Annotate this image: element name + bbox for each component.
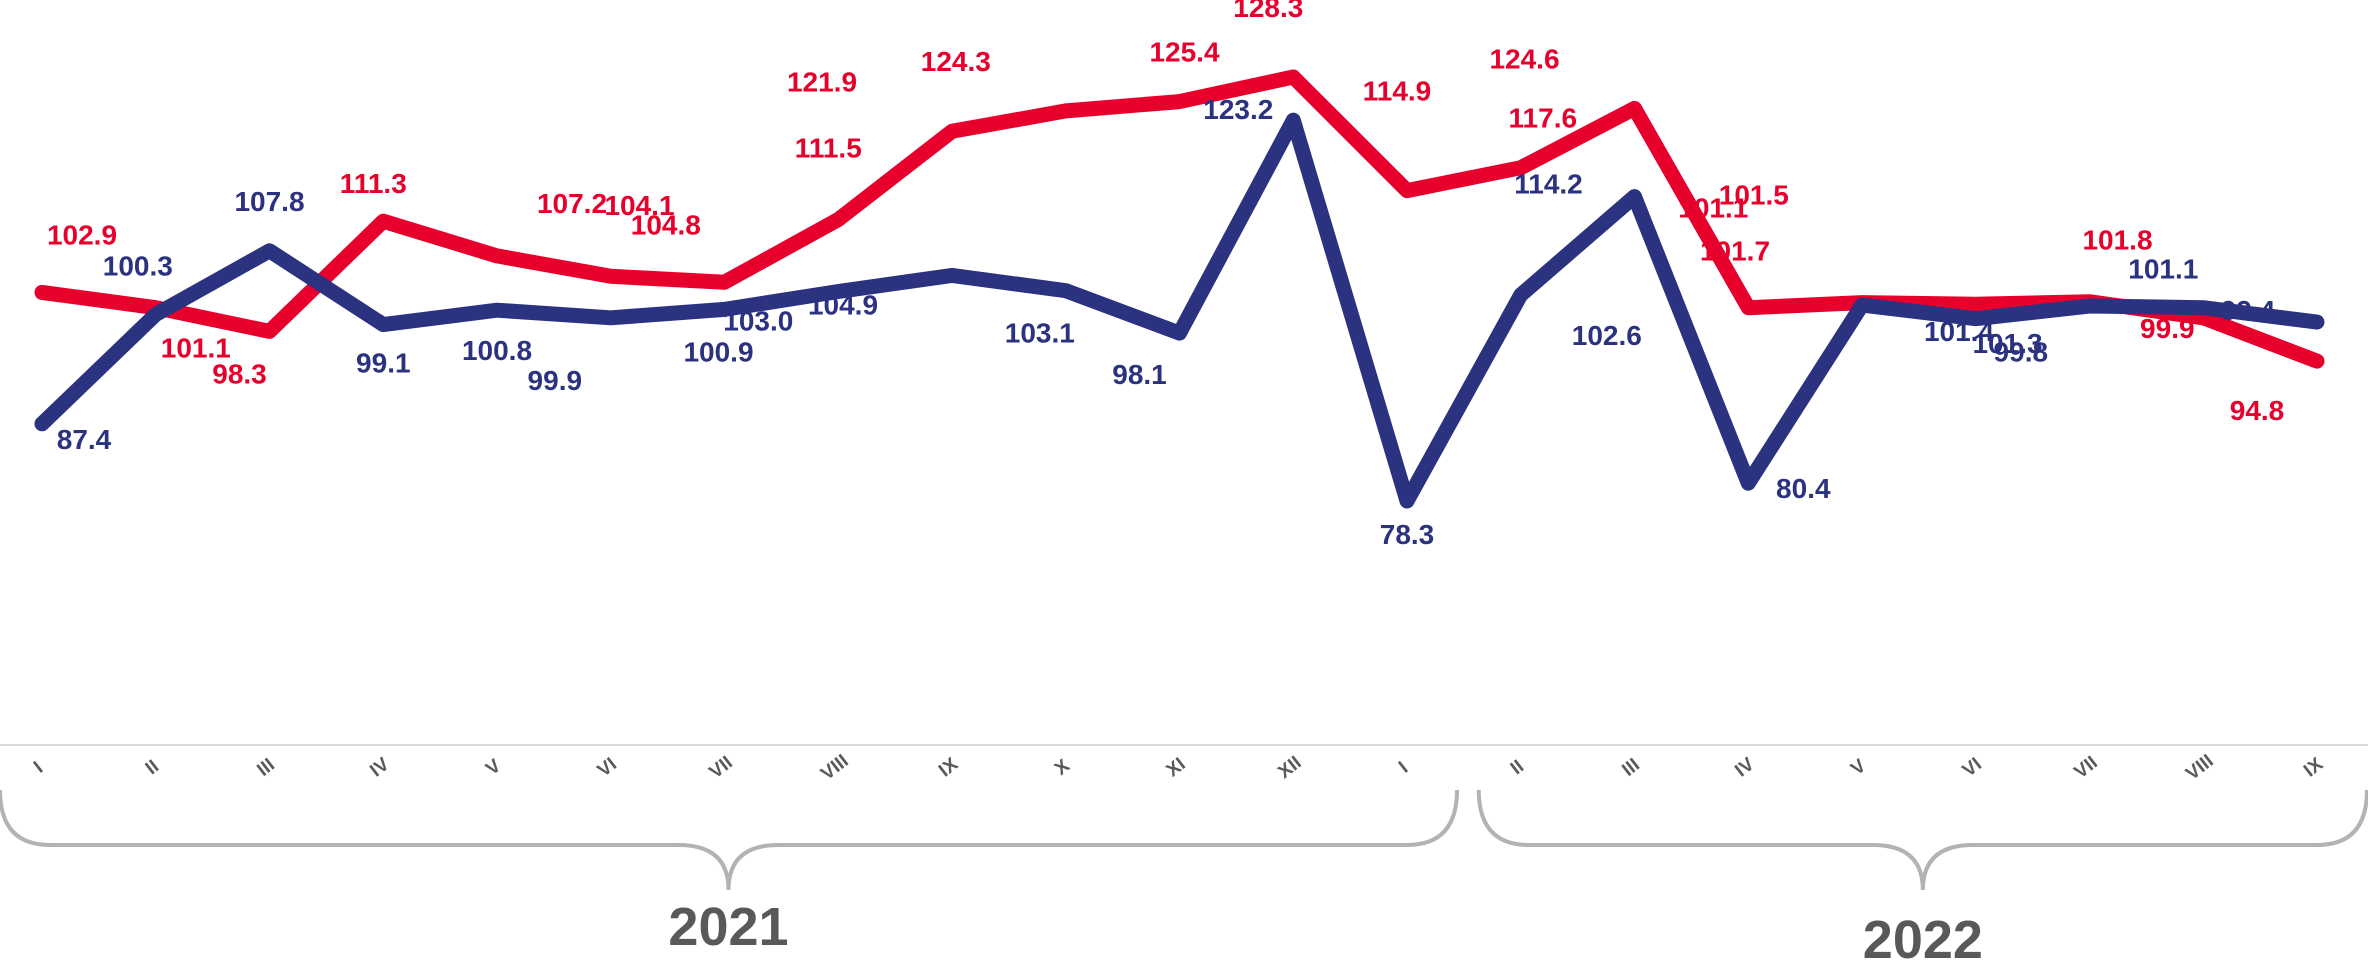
data-label-red: 101.5	[1719, 179, 1789, 210]
data-label-red: 102.9	[47, 219, 117, 250]
series-lines	[34, 69, 2325, 509]
data-label-red: 101.7	[1700, 236, 1770, 267]
data-label-blue: 101.3	[1972, 328, 2042, 359]
data-label-red: 94.8	[2230, 395, 2285, 426]
data-label-blue: 102.6	[1572, 320, 1642, 351]
data-label-blue: 103.0	[723, 306, 793, 337]
data-label-red: 101.8	[2082, 225, 2152, 256]
x-tick-label: VII	[705, 752, 736, 783]
data-label-red: 104.1	[604, 190, 674, 221]
x-tick-label: VI	[1959, 754, 1986, 782]
data-label-red: 124.3	[921, 46, 991, 77]
year-brace	[1476, 789, 2368, 891]
data-label-red: 121.9	[787, 66, 857, 97]
data-label-blue: 123.2	[1203, 94, 1273, 125]
data-label-blue: 100.8	[462, 335, 532, 366]
x-tick-label: XI	[1163, 754, 1190, 782]
x-tick-label: III	[1618, 755, 1643, 781]
x-tick-label: IV	[366, 754, 393, 782]
data-label-blue: 99.1	[356, 348, 411, 379]
data-label-blue: 78.3	[1380, 519, 1435, 550]
data-label-blue: 107.8	[234, 186, 304, 217]
data-label-red: 124.6	[1489, 43, 1559, 74]
x-tick-label: III	[253, 755, 278, 781]
x-tick-label: V	[1847, 755, 1870, 780]
data-label-blue: 100.3	[103, 250, 173, 281]
x-tick-label: VII	[2070, 752, 2101, 783]
data-label-red: 98.3	[212, 358, 267, 389]
data-label-red: 101.1	[161, 333, 231, 364]
x-tick-label: II	[1507, 756, 1528, 779]
x-tick-label: II	[142, 756, 163, 779]
data-labels: 102.9101.198.3111.3107.2104.8104.1111.51…	[47, 0, 2284, 550]
data-label-blue: 99.9	[528, 365, 583, 396]
data-label-red: 125.4	[1149, 37, 1219, 68]
year-brace	[0, 789, 1459, 891]
x-tick-label: XII	[1274, 752, 1305, 783]
year-label: 2022	[1863, 910, 1983, 960]
data-label-blue: 80.4	[1776, 473, 1831, 504]
x-tick-label: IX	[2300, 754, 2327, 782]
x-tick-label: I	[30, 758, 47, 778]
x-tick-label: V	[482, 755, 505, 780]
data-label-red: 111.3	[340, 168, 407, 199]
data-label-red: 107.2	[537, 188, 607, 219]
data-label-red: 101.1	[1678, 193, 1748, 224]
data-label-blue: 103.1	[1005, 318, 1075, 349]
x-tick-label: X	[1051, 755, 1074, 780]
data-label-blue: 87.4	[57, 424, 112, 455]
series-line-blue	[34, 112, 2325, 509]
x-tick-label: VI	[594, 754, 621, 782]
data-label-blue: 104.9	[808, 289, 878, 320]
data-label-red: 111.5	[795, 133, 862, 164]
data-label-red: 114.9	[1363, 76, 1432, 107]
data-label-red: 99.9	[2140, 313, 2195, 344]
data-label-blue: 100.9	[683, 336, 753, 367]
data-label-blue: 101.4	[1924, 316, 1994, 347]
data-label-red: 128.3	[1233, 0, 1303, 23]
x-tick-labels: I II III IV V VI VII VIII IX X XI XII I II III IV V VI VII…	[30, 751, 2327, 785]
x-tick-label: VIII	[2182, 751, 2217, 785]
year-label: 2021	[668, 897, 788, 957]
year-braces: 2021 2022	[0, 789, 2368, 960]
data-label-blue: 99.8	[1994, 337, 2049, 368]
x-tick-label: IX	[935, 754, 962, 782]
series-line-red	[34, 69, 2325, 369]
data-label-blue: 101.1	[2128, 254, 2198, 285]
data-label-blue: 114.2	[1514, 169, 1583, 200]
x-tick-label: IV	[1731, 754, 1758, 782]
x-tick-label: VIII	[817, 751, 852, 785]
x-tick-label: I	[1395, 758, 1412, 778]
data-label-blue: 98.1	[1112, 359, 1167, 390]
data-label-blue: 99.4	[2221, 295, 2276, 326]
data-label-red: 117.6	[1509, 103, 1578, 134]
data-label-red: 104.8	[631, 209, 701, 240]
